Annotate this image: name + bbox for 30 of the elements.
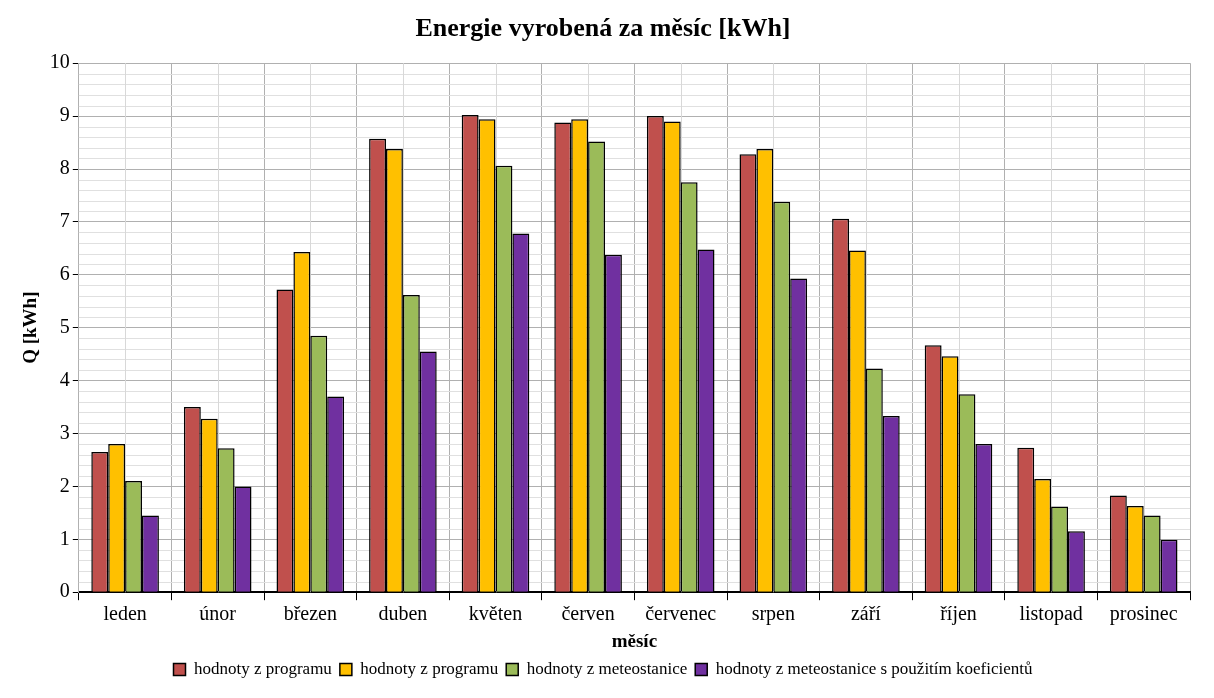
y-tick-label: 0 [59, 579, 70, 602]
y-tick-label: 10 [49, 50, 70, 73]
x-tick-label: leden [103, 602, 147, 625]
x-tick-label: únor [199, 602, 237, 625]
x-tick-label: červen [561, 602, 615, 625]
legend-label: hodnoty z programu [360, 658, 499, 678]
y-tick-label: 4 [59, 367, 70, 390]
y-tick-label: 2 [59, 473, 70, 496]
x-tick-label: červenec [645, 602, 717, 625]
x-axis-title: měsíc [611, 629, 658, 651]
chart-title: Energie vyrobená za měsíc [kWh] [415, 13, 791, 43]
x-tick-label: duben [378, 602, 428, 625]
y-tick-label: 7 [59, 209, 70, 232]
x-tick-label: září [850, 602, 882, 625]
x-tick-label: říjen [940, 602, 977, 626]
y-tick-label: 5 [59, 314, 70, 337]
y-tick-label: 6 [59, 262, 70, 285]
x-tick-label: květen [468, 602, 523, 625]
x-tick-label: březen [283, 602, 337, 625]
legend-label: hodnoty z meteostanice s použitím koeficientů [715, 658, 1033, 678]
y-tick-label: 1 [59, 526, 70, 549]
legend-label: hodnoty z programu [194, 658, 333, 678]
legend-label: hodnoty z meteostanice [526, 658, 688, 678]
y-axis-title: Q [kWh] [19, 291, 41, 364]
x-tick-label: srpen [751, 602, 795, 626]
y-tick-label: 3 [59, 420, 70, 443]
x-tick-label: listopad [1019, 602, 1083, 626]
x-tick-label: prosinec [1109, 602, 1178, 626]
y-tick-label: 9 [59, 103, 70, 126]
y-tick-label: 8 [59, 156, 70, 179]
